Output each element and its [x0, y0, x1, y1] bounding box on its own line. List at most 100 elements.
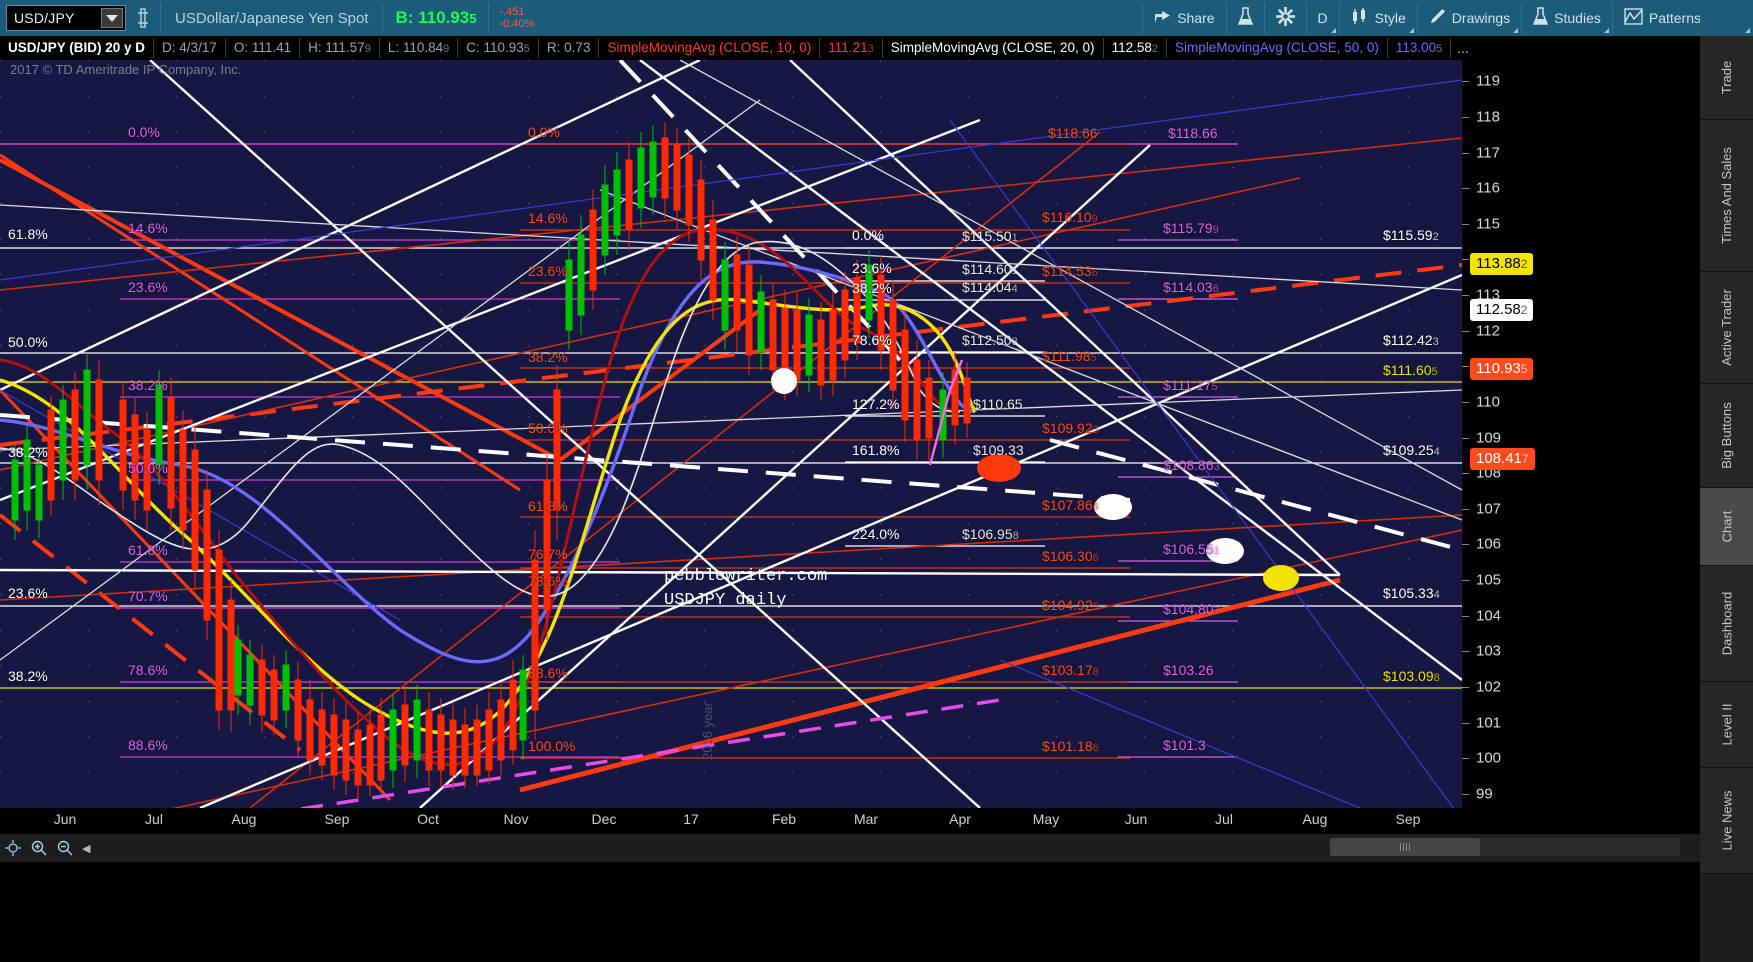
- fib-label-red: 38.2%: [528, 349, 568, 365]
- change-absolute: -.451: [499, 6, 525, 18]
- chart-canvas: [0, 60, 1462, 808]
- price-tick: 117: [1476, 144, 1500, 162]
- sidebar-tab-label: Dashboard: [1719, 591, 1735, 656]
- time-tick: Aug: [1302, 811, 1328, 827]
- symbol-dropdown-button[interactable]: [101, 8, 123, 28]
- watermark-line1: pebblewriter.com: [664, 567, 828, 586]
- price-level-label-orange: $116.109: [1042, 209, 1098, 225]
- fib-label-red: 76.7%: [528, 546, 568, 562]
- copyright-text: 2017 © TD Ameritrade IP Company, Inc.: [10, 62, 242, 77]
- sidebar-tab-label: Active Trader: [1719, 289, 1734, 366]
- right-sidebar: Trade Times And Sales Active Trader Big But…: [1700, 0, 1753, 962]
- price-level-label-orange: $111.985: [1042, 348, 1097, 364]
- price-tick-mark: [1462, 223, 1469, 225]
- sidebar-tab-chart[interactable]: Chart: [1700, 488, 1753, 566]
- fib-label-magenta: 14.6%: [128, 220, 168, 236]
- info-more-button[interactable]: ...: [1457, 40, 1469, 56]
- patterns-button[interactable]: Patterns: [1613, 0, 1712, 36]
- price-tick-mark: [1462, 401, 1469, 403]
- sidebar-tab-active-trader[interactable]: Active Trader: [1700, 272, 1753, 384]
- price-badge: 113.882: [1470, 252, 1534, 275]
- link-color-icon[interactable]: [126, 0, 160, 36]
- price-level-label-magenta: $108.863: [1163, 457, 1220, 473]
- time-tick: Oct: [417, 811, 439, 827]
- candlestick-series: [11, 122, 971, 798]
- price-tick-mark: [1462, 437, 1469, 439]
- year-note: 2016 year: [700, 702, 715, 760]
- pattern-icon: [1624, 8, 1643, 28]
- time-tick: Dec: [591, 811, 617, 827]
- pencil-icon: [1429, 8, 1446, 28]
- study-sma10-name[interactable]: SimpleMovingAvg (CLOSE, 10, 0): [599, 38, 821, 58]
- price-tick: 110: [1476, 393, 1500, 411]
- sidebar-tab-level-ii[interactable]: Level II: [1700, 682, 1753, 768]
- style-button[interactable]: Style: [1340, 0, 1417, 36]
- info-range: R: 0.73: [539, 38, 600, 58]
- price-axis[interactable]: 1191181171161151141131121111101091081071…: [1462, 60, 1700, 808]
- info-high: H: 111.579: [300, 38, 380, 58]
- price-tick-mark: [1462, 152, 1469, 154]
- price-tick-mark: [1462, 508, 1469, 510]
- price-level-label-magenta: $106.551: [1163, 541, 1220, 557]
- price-tick-mark: [1462, 366, 1469, 368]
- fib-label-magenta: 0.0%: [128, 124, 160, 140]
- sidebar-tab-live-news[interactable]: Live News: [1700, 768, 1753, 874]
- divider: [1305, 3, 1307, 33]
- symbol-input[interactable]: USD/JPY: [6, 5, 126, 31]
- share-button[interactable]: Share: [1143, 0, 1225, 36]
- fib-label-magenta: 88.6%: [128, 737, 168, 753]
- crosshair-icon[interactable]: [0, 835, 26, 861]
- time-axis[interactable]: Jun Jul Aug Sep Oct Nov Dec 17 Feb Mar Apr May Jun Ju…: [0, 808, 1700, 834]
- study-sma50-name[interactable]: SimpleMovingAvg (CLOSE, 50, 0): [1167, 38, 1388, 58]
- price-badge: 112.582: [1470, 299, 1534, 322]
- info-open: O: 111.41: [226, 38, 301, 58]
- marker-white-1: [771, 368, 797, 394]
- timeframe-button[interactable]: D: [1307, 0, 1339, 36]
- change-percent: -0.40%: [499, 18, 535, 30]
- zoom-out-icon[interactable]: [52, 835, 78, 861]
- settings-button[interactable]: [1265, 0, 1306, 36]
- scrollbar-thumb[interactable]: [1330, 838, 1480, 856]
- price-tick-mark: [1462, 295, 1469, 297]
- studies-flask-button[interactable]: [1227, 0, 1264, 36]
- divider: [1263, 3, 1265, 33]
- price-level-label-right: $115.592: [1383, 227, 1439, 243]
- price-tick: 106: [1476, 535, 1502, 553]
- price-level-label-white: $112.503: [962, 332, 1018, 348]
- fib-label-white: 38.2%: [8, 668, 48, 684]
- zoom-in-icon[interactable]: [26, 835, 52, 861]
- drawings-button[interactable]: Drawings: [1418, 0, 1521, 36]
- time-tick: May: [1032, 811, 1060, 827]
- time-tick: Jul: [1215, 811, 1233, 827]
- style-label: Style: [1374, 10, 1406, 26]
- price-tick: 107: [1476, 500, 1502, 518]
- horizontal-scrollbar[interactable]: [1330, 838, 1680, 856]
- sidebar-tab-dashboard[interactable]: Dashboard: [1700, 566, 1753, 682]
- divider: [1521, 3, 1523, 33]
- scroll-left-button[interactable]: ◀: [82, 842, 91, 855]
- patterns-label: Patterns: [1648, 10, 1701, 26]
- price-level-label-orange: $106.306: [1042, 548, 1099, 564]
- sidebar-tab-trade[interactable]: Trade: [1700, 36, 1753, 120]
- studies-button[interactable]: Studies: [1522, 0, 1612, 36]
- sidebar-tab-big-buttons[interactable]: Big Buttons: [1700, 384, 1753, 488]
- sidebar-header[interactable]: [1700, 0, 1753, 36]
- price-tick-mark: [1462, 651, 1469, 653]
- time-tick: Jul: [145, 811, 163, 827]
- fib-label-white: 127.2%: [852, 396, 900, 412]
- fib-label-white: 224.0%: [852, 526, 900, 542]
- info-low: L: 110.849: [380, 38, 459, 58]
- price-level-label-orange: $104.925: [1042, 597, 1099, 613]
- flask-icon: [1237, 7, 1253, 29]
- study-sma20-name[interactable]: SimpleMovingAvg (CLOSE, 20, 0): [883, 38, 1104, 58]
- sidebar-tab-times-and-sales[interactable]: Times And Sales: [1700, 120, 1753, 272]
- price-chart[interactable]: 2017 © TD Ameritrade IP Company, Inc. pe…: [0, 60, 1462, 808]
- price-level-label-right: $109.254: [1383, 442, 1440, 458]
- price-level-label-right: $105.334: [1383, 585, 1440, 601]
- gear-icon: [1275, 7, 1295, 29]
- study-sma20-value: 112.582: [1104, 38, 1167, 58]
- fib-label-white: 38.2%: [852, 280, 892, 296]
- symbol-text: USD/JPY: [14, 10, 75, 26]
- candle-icon: [1351, 8, 1369, 28]
- timeframe-label: D: [1317, 10, 1328, 26]
